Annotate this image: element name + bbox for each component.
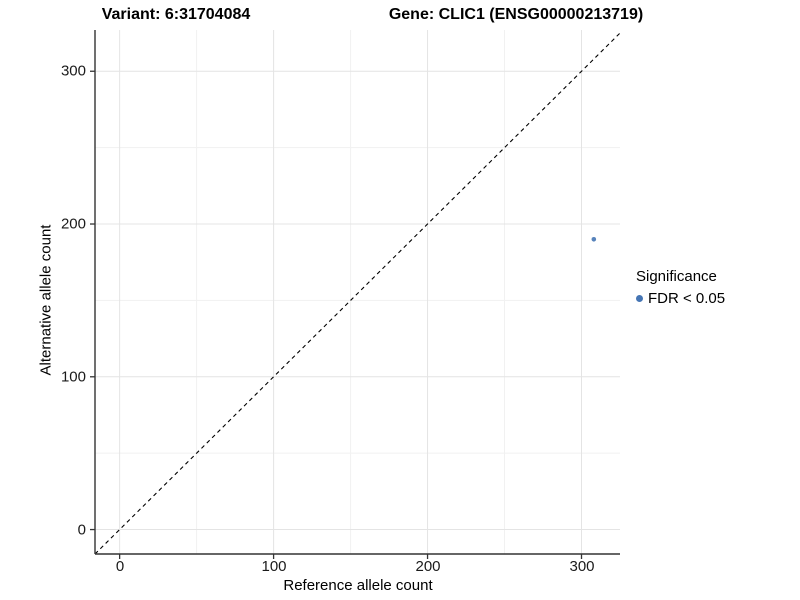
y-tick-label-100: 100	[60, 368, 86, 386]
y-tick-label-300: 300	[60, 62, 86, 80]
plot-title-gene: Gene: CLIC1 (ENSG00000213719)	[388, 6, 644, 23]
y-tick-label-200: 200	[60, 215, 86, 233]
x-tick-label-100: 100	[261, 558, 287, 575]
data-point	[591, 236, 597, 242]
legend-point-icon	[636, 295, 643, 302]
legend-item-fdr: FDR < 0.05	[636, 290, 725, 307]
legend: Significance FDR < 0.05	[636, 268, 725, 307]
identity-dashed-line	[94, 32, 621, 555]
y-axis-label: Alternative allele count	[37, 224, 55, 376]
legend-item-label: FDR < 0.05	[648, 290, 726, 307]
x-axis-label: Reference allele count	[283, 577, 433, 594]
legend-title: Significance	[636, 268, 717, 285]
x-tick-label-300: 300	[569, 558, 595, 575]
x-tick-label-0: 0	[115, 558, 125, 575]
x-tick-label-200: 200	[415, 558, 441, 575]
y-tick-label-0: 0	[77, 521, 86, 539]
plot-title-variant: Variant: 6:31704084	[101, 6, 251, 23]
